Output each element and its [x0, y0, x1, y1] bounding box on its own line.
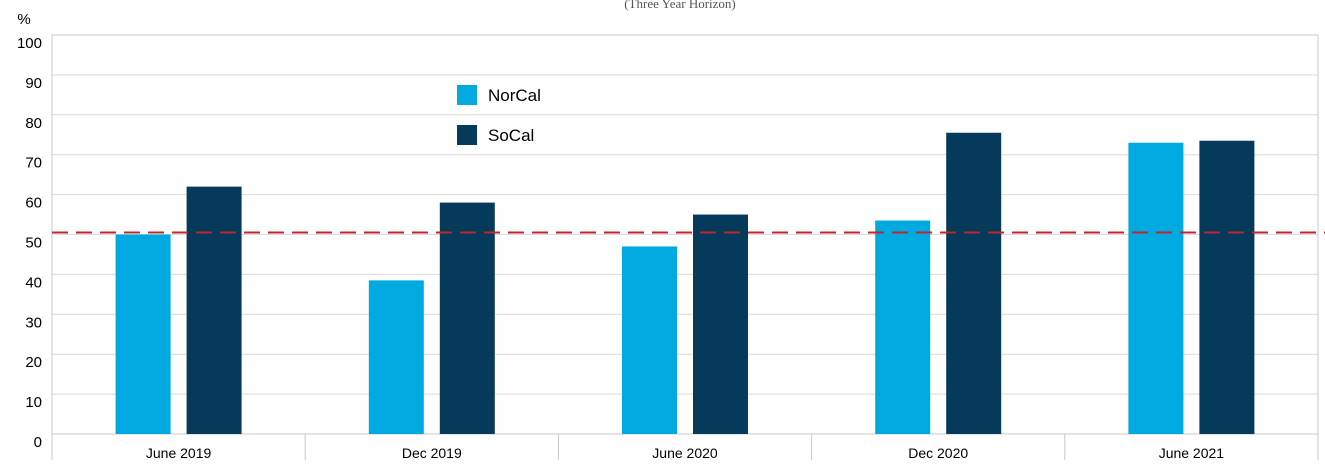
y-tick-label: 50 — [25, 235, 42, 252]
bar — [1128, 142, 1184, 435]
x-tick-label: June 2021 — [1159, 445, 1225, 461]
bar — [622, 246, 677, 434]
x-tick-label: June 2019 — [146, 445, 212, 461]
legend-label: NorCal — [488, 86, 541, 105]
y-axis-label: % — [17, 11, 30, 28]
bar — [875, 220, 931, 434]
bar — [946, 132, 1002, 434]
y-tick-label: 80 — [25, 115, 42, 132]
legend-label: SoCal — [488, 126, 534, 145]
x-tick-label: Dec 2019 — [402, 445, 462, 461]
y-tick-label: 20 — [25, 354, 42, 371]
bar — [693, 214, 748, 434]
y-tick-label: 30 — [25, 314, 42, 331]
x-tick-label: Dec 2020 — [908, 445, 968, 461]
bar — [1199, 140, 1255, 435]
legend-swatch — [457, 125, 477, 145]
y-tick-label: 10 — [25, 394, 42, 411]
legend-swatch — [457, 85, 477, 105]
y-tick-label: 40 — [25, 274, 42, 291]
chart-subtitle: (Three Year Horizon) — [624, 0, 736, 11]
y-tick-label: 90 — [25, 75, 42, 92]
x-tick-label: June 2020 — [652, 445, 718, 461]
plot-frame — [51, 34, 1319, 435]
bar — [439, 202, 495, 434]
y-tick-label: 100 — [17, 35, 42, 52]
bar — [115, 234, 171, 434]
y-tick-label: 70 — [25, 155, 42, 172]
bar — [186, 186, 242, 434]
y-tick-label: 60 — [25, 195, 42, 212]
bar — [368, 280, 424, 434]
y-tick-label: 0 — [34, 434, 42, 451]
